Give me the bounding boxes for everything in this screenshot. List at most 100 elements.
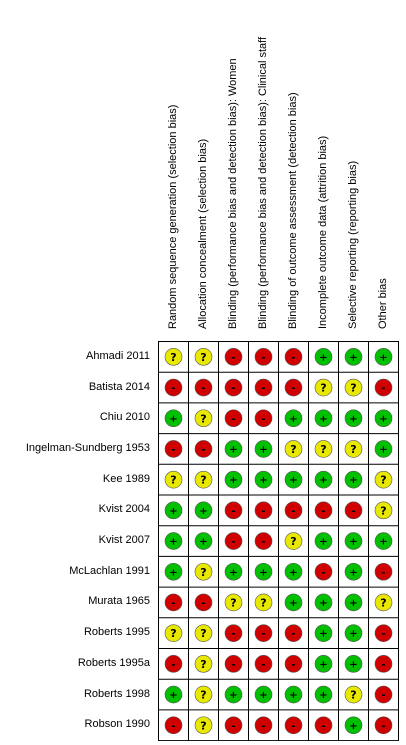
judgement-marker: - [224,532,243,550]
judgement-circle [224,532,243,550]
judgement-symbol: ? [350,443,356,456]
judgement-circle [374,470,393,489]
judgement-symbol: - [171,721,175,732]
judgement-marker: ? [164,624,183,642]
judgement-symbol: + [169,537,177,548]
judgement-marker: ? [194,655,213,673]
judgement-symbol: - [381,567,385,578]
judgement-symbol: - [321,506,325,517]
judgement-symbol: - [291,506,295,517]
study-label: Murata 1965 [88,595,150,608]
judgement-marker: + [314,409,333,428]
judgement-symbol: - [381,690,385,701]
judgement-circle [254,440,273,458]
judgement-symbol: - [291,659,295,670]
judgement-symbol: ? [170,627,176,640]
judgement-marker: + [284,685,303,704]
judgement-circle [194,655,213,673]
judgement-symbol: + [319,690,327,701]
judgement-circle [194,440,213,458]
judgement-marker: - [164,593,183,612]
judgement-marker: + [164,532,183,550]
study-label: Kvist 2007 [98,534,150,547]
judgement-circle [254,593,273,612]
judgement-marker: - [374,624,393,642]
judgement-symbol: - [171,383,175,394]
judgement-circle [344,716,363,735]
judgement-circle [254,378,273,397]
judgement-marker: + [314,655,333,673]
judgement-marker: + [284,470,303,489]
judgement-marker: + [374,532,393,550]
judgement-symbol: + [199,506,207,517]
judgement-marker: - [254,348,273,366]
judgement-marker: - [224,348,243,366]
judgement-symbol: - [381,721,385,732]
judgement-circle [224,440,243,458]
judgement-symbol: - [291,383,295,394]
judgement-marker: + [374,409,393,428]
judgement-marker: ? [194,470,213,489]
judgement-symbol: ? [320,443,326,456]
judgement-symbol: - [321,567,325,578]
judgement-circle [164,470,183,489]
judgement-symbol: + [349,537,357,548]
judgement-marker: ? [194,409,213,428]
judgement-symbol: - [231,414,235,425]
judgement-circle [284,378,303,397]
judgement-symbol: - [291,352,295,363]
judgement-circle [194,348,213,366]
judgement-circle [254,624,273,642]
judgement-marker: ? [164,470,183,489]
judgement-marker: - [314,562,333,581]
judgement-symbol: ? [320,382,326,395]
judgement-symbol: - [261,352,265,363]
judgement-symbol: ? [290,443,296,456]
judgement-circle [374,562,393,581]
judgement-marker: - [374,685,393,704]
judgement-symbol: + [289,414,297,425]
judgement-circle [344,593,363,612]
domain-header: Random sequence generation (selection bi… [158,0,188,341]
judgement-circle [314,378,333,397]
domain-header: Incomplete outcome data (attrition bias) [308,0,338,341]
study-label: McLachlan 1991 [69,564,150,577]
judgement-circle [314,685,333,704]
judgement-circle [374,532,393,550]
judgement-marker: + [374,348,393,366]
judgement-circle [314,440,333,458]
domain-header-label: Incomplete outcome data (attrition bias) [317,135,329,329]
judgement-circle [254,532,273,550]
judgement-marker: ? [194,562,213,581]
judgement-circle [284,348,303,366]
judgement-marker: ? [224,593,243,612]
judgement-marker: + [344,655,363,673]
judgement-circle [344,562,363,581]
judgement-circle [374,440,393,458]
judgement-marker: - [254,716,273,735]
judgement-circle [224,409,243,428]
judgement-symbol: - [171,659,175,670]
judgement-circle [164,593,183,612]
judgement-marker: + [164,562,183,581]
judgement-circle [344,655,363,673]
judgement-symbol: + [259,444,267,455]
judgement-symbol: ? [200,474,206,487]
judgement-marker: + [314,624,333,642]
judgement-symbol: + [349,567,357,578]
judgement-marker: + [164,409,183,428]
judgement-circle [224,348,243,366]
judgement-marker: + [224,440,243,458]
judgement-marker: + [224,470,243,489]
judgement-symbol: + [349,414,357,425]
judgement-marker: - [374,655,393,673]
judgement-symbol: - [261,383,265,394]
judgement-symbol: - [291,629,295,640]
judgement-symbol: + [379,414,387,425]
judgement-circle [374,501,393,520]
judgement-symbol: ? [170,351,176,364]
judgement-marker: + [344,593,363,612]
study-label: Kvist 2004 [98,503,150,516]
judgement-circle [374,378,393,397]
